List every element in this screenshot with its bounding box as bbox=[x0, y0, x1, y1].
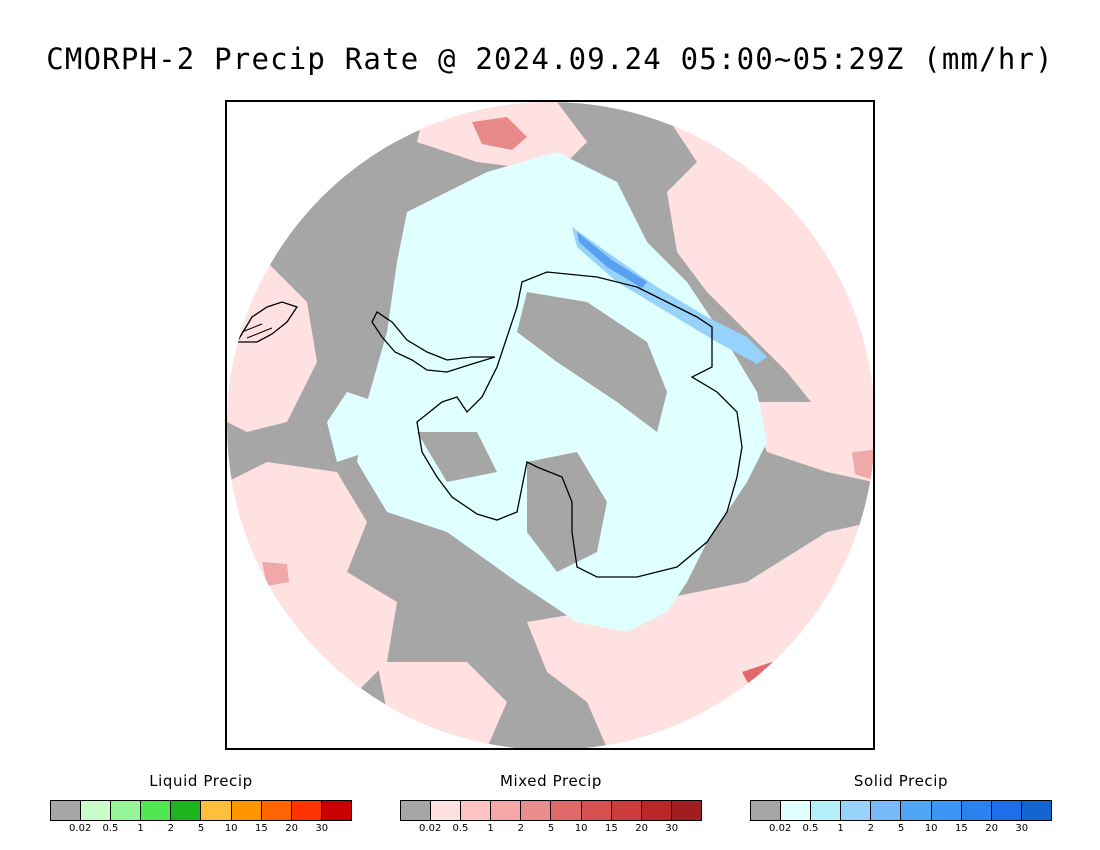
no-precip-streak bbox=[517, 292, 667, 432]
legend-swatch bbox=[811, 801, 842, 820]
no-precip-streak bbox=[417, 432, 497, 482]
legend-swatch bbox=[81, 801, 112, 820]
legend-swatch bbox=[641, 801, 672, 820]
legend-swatch bbox=[521, 801, 552, 820]
legend-tick-label: 0.5 bbox=[452, 823, 469, 834]
legend-swatch bbox=[321, 801, 351, 820]
legend-swatch bbox=[171, 801, 202, 820]
legend-tick-label: 0.02 bbox=[769, 823, 792, 834]
legend-title: Mixed Precip bbox=[499, 772, 603, 790]
legend-tick-label: 2 bbox=[167, 823, 174, 834]
legend-tick-label: 2 bbox=[517, 823, 524, 834]
legend-title: Solid Precip bbox=[853, 772, 949, 790]
legend-color-bar bbox=[750, 800, 1052, 821]
legend-swatch bbox=[1021, 801, 1051, 820]
heavy-solid-band bbox=[572, 227, 767, 364]
legend-swatch bbox=[611, 801, 642, 820]
legend-tick-label: 5 bbox=[197, 823, 205, 834]
heavy-mixed-cell bbox=[852, 450, 873, 480]
legend-tick-label: 2 bbox=[867, 823, 874, 834]
legend-swatch bbox=[841, 801, 872, 820]
legend-swatch bbox=[781, 801, 812, 820]
legend-swatch bbox=[201, 801, 232, 820]
legend-tick-labels: 0.02 0.5 1 2 5 10 15 20 30 bbox=[50, 823, 352, 837]
legend-tick-label: 20 bbox=[285, 823, 298, 834]
legend-color-bar bbox=[50, 800, 352, 821]
map-title: CMORPH-2 Precip Rate @ 2024.09.24 05:00~… bbox=[46, 42, 1054, 76]
legend-tick-label: 30 bbox=[1015, 823, 1029, 834]
heavy-solid-band bbox=[577, 232, 647, 288]
legend-color-bar bbox=[400, 800, 702, 821]
legend-tick-label: 15 bbox=[955, 823, 968, 834]
mixed-precip-legend: Mixed Precip 0.02 0.5 1 2 5 10 15 20 30 bbox=[400, 772, 702, 837]
mixed-precip-region bbox=[747, 402, 873, 482]
legend-swatch bbox=[871, 801, 902, 820]
polar-precip-map bbox=[227, 102, 873, 748]
no-precip-streak bbox=[527, 452, 607, 572]
legend-tick-label: 0.02 bbox=[419, 823, 442, 834]
legend-swatch bbox=[51, 801, 82, 820]
legend-swatch bbox=[961, 801, 992, 820]
legend-tick-label: 10 bbox=[924, 823, 938, 834]
antarctica-coastline bbox=[416, 271, 743, 578]
legend-swatch bbox=[111, 801, 142, 820]
solid-precip-region bbox=[387, 482, 487, 532]
legend-swatch bbox=[751, 801, 782, 820]
legend-tick-label: 0.02 bbox=[69, 823, 92, 834]
legend-swatch bbox=[991, 801, 1022, 820]
legend-tick-label: 5 bbox=[897, 823, 905, 834]
legend-tick-label: 20 bbox=[635, 823, 648, 834]
legend-swatch bbox=[231, 801, 262, 820]
south-america-coastline bbox=[235, 301, 299, 343]
legend-tick-label: 1 bbox=[137, 823, 144, 834]
legend-tick-label: 1 bbox=[487, 823, 494, 834]
legend-tick-label: 10 bbox=[224, 823, 238, 834]
legend-swatch bbox=[671, 801, 701, 820]
legend-tick-label: 1 bbox=[837, 823, 844, 834]
legend-tick-label: 20 bbox=[985, 823, 998, 834]
legend-tick-label: 0.5 bbox=[802, 823, 819, 834]
legend-tick-label: 15 bbox=[255, 823, 268, 834]
antarctic-peninsula-coastline bbox=[371, 311, 496, 373]
south-america-coastline bbox=[241, 323, 273, 339]
legend-swatch bbox=[461, 801, 492, 820]
legend-swatch bbox=[431, 801, 462, 820]
legend-swatch bbox=[401, 801, 432, 820]
legend-tick-label: 10 bbox=[574, 823, 588, 834]
legend-title: Liquid Precip bbox=[149, 772, 253, 790]
legend-tick-labels: 0.02 0.5 1 2 5 10 15 20 30 bbox=[400, 823, 702, 837]
legend-swatch bbox=[901, 801, 932, 820]
legend-swatch bbox=[551, 801, 582, 820]
legend-swatch bbox=[581, 801, 612, 820]
legend-tick-label: 15 bbox=[605, 823, 618, 834]
heavy-mixed-cell bbox=[472, 117, 527, 150]
heavy-mixed-cell bbox=[262, 562, 289, 586]
liquid-precip-legend: Liquid Precip 0.02 0.5 1 2 5 10 15 20 30 bbox=[50, 772, 352, 837]
legend-tick-label: 0.5 bbox=[102, 823, 119, 834]
legend-swatch bbox=[261, 801, 292, 820]
legend-tick-label: 5 bbox=[547, 823, 555, 834]
legend-swatch bbox=[141, 801, 172, 820]
legend-tick-labels: 0.02 0.5 1 2 5 10 15 20 30 bbox=[750, 823, 1052, 837]
legend-swatch bbox=[931, 801, 962, 820]
solid-precip-legend: Solid Precip 0.02 0.5 1 2 5 10 15 20 30 bbox=[750, 772, 1052, 837]
legend-swatch bbox=[491, 801, 522, 820]
legend-swatch bbox=[291, 801, 322, 820]
polar-map-frame bbox=[225, 100, 875, 750]
legend-tick-label: 30 bbox=[665, 823, 679, 834]
solid-precip-region bbox=[327, 392, 377, 462]
legend-tick-label: 30 bbox=[315, 823, 329, 834]
